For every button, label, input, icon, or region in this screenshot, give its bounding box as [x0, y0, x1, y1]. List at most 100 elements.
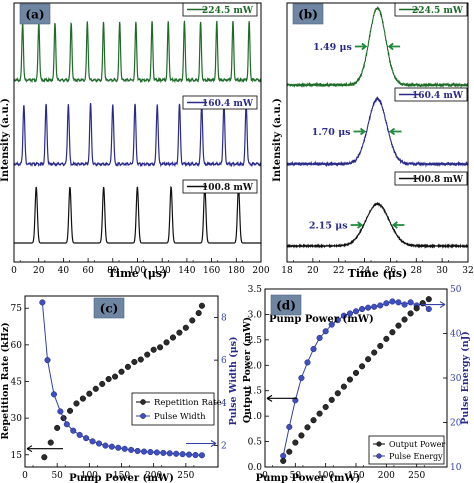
- x-tick-label: 150: [113, 471, 130, 481]
- pulse-width-point: [57, 408, 64, 415]
- pulse-width-point: [128, 446, 135, 453]
- x-axis-label-inset: Pump Power (mW): [269, 314, 374, 325]
- y-tick-label: 2.0: [248, 361, 263, 371]
- legend-label: 224.5 mW: [412, 6, 464, 16]
- output-power-point: [377, 342, 384, 350]
- pulse-width-point: [153, 449, 160, 456]
- x-tick-label: 120: [154, 266, 171, 276]
- series-trace: [286, 6, 469, 89]
- output-power-point: [304, 424, 311, 431]
- output-power-point: [365, 356, 372, 363]
- x-tick-label: 24: [359, 266, 371, 276]
- fwhm-arrow-left: [354, 42, 368, 51]
- pulse-width-line: [41, 302, 202, 456]
- fwhm-label: 1.70 μs: [312, 127, 351, 138]
- axis-arrow-left: [266, 394, 297, 402]
- legend-marker: [140, 399, 146, 405]
- x-tick-label: 100: [317, 471, 334, 481]
- output-power-point: [352, 369, 360, 376]
- output-power-point: [286, 448, 293, 455]
- output-power-point: [371, 349, 378, 356]
- pulse-energy-point: [280, 452, 287, 459]
- x-tick-label: 250: [177, 471, 194, 481]
- legend-marker: [376, 453, 382, 459]
- fwhm-arrow-left: [350, 221, 364, 229]
- x-tick-label: 18: [281, 266, 293, 276]
- legend-box: [131, 392, 215, 426]
- repetition-rate-point: [176, 329, 183, 336]
- panel-label: (b): [298, 8, 318, 22]
- panel-d: 0 50 100 150 200 250 0.0 0.5 1.0 1.5 2.0 2.5 3.0 3.5 1…: [242, 285, 471, 483]
- x-tick-label: 40: [58, 266, 70, 276]
- pulse-width-point: [192, 451, 199, 459]
- y-tick-label: 75: [11, 304, 23, 314]
- x-tick-label: 200: [145, 471, 162, 481]
- pulse-energy-point: [340, 312, 347, 319]
- output-power-point: [346, 376, 353, 383]
- pulse-energy-point: [359, 305, 366, 313]
- x-tick-label: 250: [408, 471, 425, 481]
- panel-label: (c): [100, 302, 119, 316]
- fwhm-label: 1.49 μs: [313, 42, 352, 53]
- output-power-point: [298, 432, 305, 439]
- repetition-rate-point: [54, 424, 61, 431]
- pulse-width-point: [140, 448, 148, 455]
- repetition-rate-point: [189, 317, 196, 324]
- output-power-point: [280, 457, 287, 464]
- output-power-point: [389, 329, 396, 336]
- output-power-point: [340, 383, 347, 390]
- repetition-rate-point: [169, 334, 177, 341]
- pulse-width-point: [134, 447, 141, 455]
- fwhm-arrow-right: [388, 127, 402, 136]
- legend-label: Output Power: [389, 440, 445, 449]
- panel-b: 224.5 mW 1.49 μs 160.4 mW 1.70 μs 100.8 mW 2.…: [272, 2, 474, 280]
- pulse-width-point: [76, 431, 83, 438]
- output-power-point: [395, 322, 402, 329]
- pulse-width-point: [63, 421, 70, 428]
- repetition-rate-point: [47, 439, 54, 446]
- output-power-point: [322, 403, 329, 411]
- pulse-energy-point: [304, 359, 311, 366]
- panel-label-box: [93, 297, 125, 319]
- x-tick-label: 200: [378, 471, 395, 481]
- pulse-energy-point: [395, 299, 402, 306]
- x-tick-label: 50: [51, 471, 63, 481]
- plot-frame: [286, 2, 469, 263]
- output-power-point: [334, 390, 341, 397]
- fwhm-label: 2.15 μs: [309, 221, 348, 232]
- panel-c: 0 50 100 150 200 250 15 30 45 60 75 2 4 6 8 Pump Power …: [0, 295, 239, 483]
- repetition-rate-point: [182, 324, 189, 331]
- x-axis-label: Time (μs): [108, 267, 168, 280]
- x-tick-label: 50: [290, 471, 302, 481]
- repetition-rate-point: [150, 346, 157, 353]
- axis-arrow-right: [421, 301, 446, 309]
- y2-tick-label: 30: [450, 374, 462, 384]
- pulse-width-point: [186, 451, 193, 458]
- x-tick-label: 80: [107, 266, 119, 276]
- pulse-energy-point: [389, 298, 396, 305]
- pulse-energy-point: [352, 308, 360, 315]
- y-tick-label: 3.5: [248, 285, 263, 295]
- legend-label: 100.8 mW: [412, 175, 464, 185]
- x-tick-label: 28: [411, 266, 423, 276]
- repetition-rate-point: [73, 400, 80, 407]
- output-power-point: [292, 439, 299, 446]
- y-tick-label: 30: [11, 414, 23, 424]
- repetition-rate-point: [99, 380, 106, 387]
- repetition-rate-point: [195, 310, 202, 317]
- legend-label: Repetition Rate: [154, 398, 222, 408]
- panel-label-box: [19, 3, 51, 25]
- y-tick-label: 60: [11, 341, 23, 351]
- series-trace: [14, 185, 261, 244]
- y-tick-label: 1.0: [248, 412, 263, 422]
- repetition-rate-point: [163, 339, 170, 346]
- x-axis-label: Time (μs): [348, 267, 408, 280]
- repetition-rate-point: [112, 373, 119, 380]
- x-tick-label: 0: [22, 471, 28, 481]
- pulse-width-point: [147, 448, 154, 456]
- y-tick-label: 15: [11, 451, 23, 461]
- pulse-width-point: [70, 427, 77, 434]
- y-axis-label: Repetition Rate (kHz): [0, 322, 11, 439]
- x-tick-label: 0: [11, 266, 17, 276]
- x-axis-label: Pump Power (mW): [69, 473, 174, 483]
